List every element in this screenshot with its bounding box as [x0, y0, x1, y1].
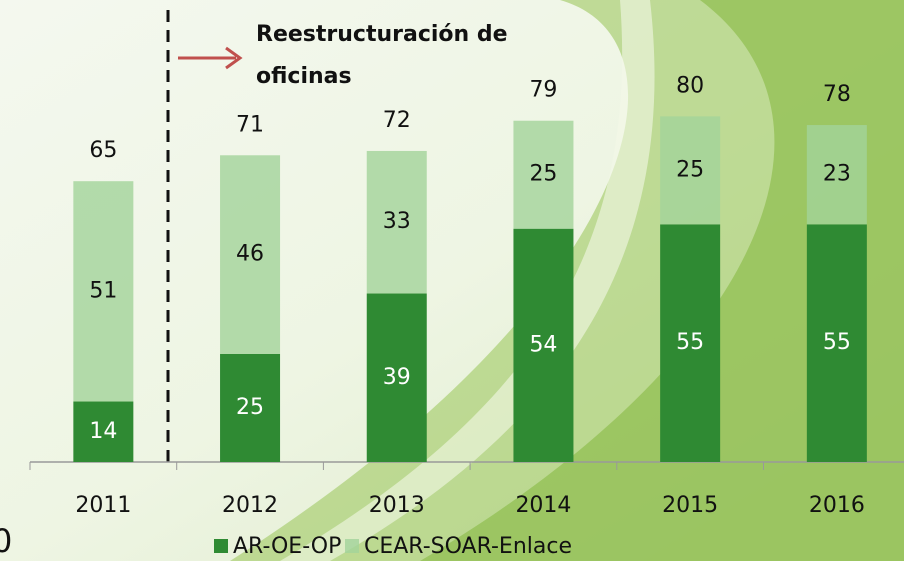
- x-tick-label: 2011: [75, 493, 131, 518]
- annotation: Reestructuración de oficinas: [256, 22, 508, 89]
- total-label: 80: [676, 73, 704, 98]
- x-tick-label: 2013: [369, 493, 425, 518]
- legend-label: CEAR-SOAR-Enlace: [364, 534, 572, 559]
- side-text: 0: [0, 522, 12, 560]
- x-tick-label: 2012: [222, 493, 278, 518]
- bar-segment: [660, 224, 721, 462]
- bar-segment: [806, 224, 867, 462]
- bar-segment: [806, 125, 867, 225]
- value-label: 51: [89, 278, 117, 303]
- legend-label: AR-OE-OP: [233, 534, 341, 559]
- total-label: 71: [236, 112, 264, 137]
- bar-segment: [73, 181, 134, 402]
- bar-segment: [660, 116, 721, 225]
- value-label: 25: [236, 395, 264, 420]
- value-label: 39: [383, 365, 411, 390]
- total-label: 78: [823, 82, 851, 107]
- bar-segment: [366, 293, 427, 462]
- arrow-head: [225, 46, 243, 70]
- bar-segment: [366, 150, 427, 294]
- bar-segment: [220, 354, 281, 462]
- total-label: 72: [383, 108, 411, 133]
- legend-swatch: [345, 539, 359, 553]
- total-label: 65: [89, 138, 117, 163]
- bar-segment: [220, 155, 281, 354]
- legend-swatch: [214, 539, 228, 553]
- value-label: 25: [676, 157, 704, 182]
- x-tick-label: 2014: [515, 493, 571, 518]
- bar-segment: [513, 228, 574, 462]
- value-label: 25: [529, 162, 557, 187]
- swoosh: [420, 0, 904, 561]
- x-tick-label: 2016: [809, 493, 865, 518]
- annotation-box: Reestructuración de oficinas: [256, 22, 508, 89]
- value-label: 55: [823, 330, 851, 355]
- bar-segment: [73, 401, 134, 462]
- value-label: 23: [823, 162, 851, 187]
- bar-segment: [513, 120, 574, 229]
- value-label: 46: [236, 242, 264, 267]
- value-label: 55: [676, 330, 704, 355]
- value-label: 54: [529, 332, 557, 357]
- total-label: 79: [529, 78, 557, 103]
- x-tick-label: 2015: [662, 493, 718, 518]
- swoosh-highlight: [280, 0, 655, 561]
- value-label: 33: [383, 209, 411, 234]
- value-label: 14: [89, 419, 117, 444]
